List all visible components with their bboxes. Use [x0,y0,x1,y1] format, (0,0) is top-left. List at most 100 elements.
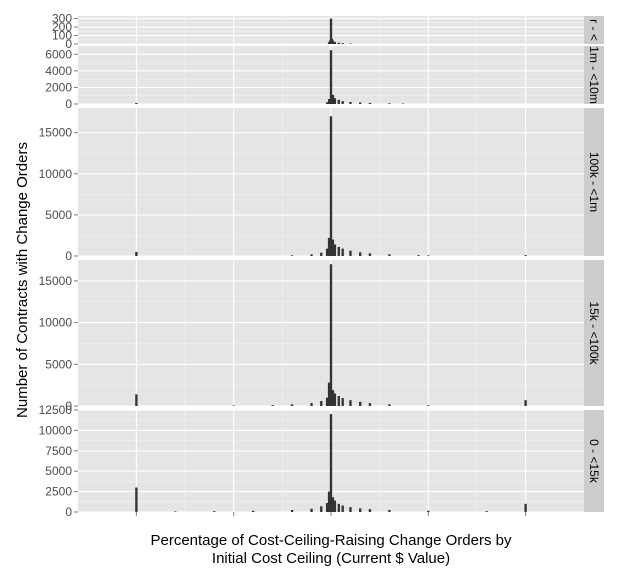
histogram-bar [329,18,333,44]
y-tick-label: 15000 [39,274,73,288]
y-tick-label: 4000 [45,64,72,78]
y-tick-label: 100 [52,29,72,43]
histogram-bar [417,255,420,256]
histogram-bar [341,248,344,256]
facet-strip-label: r - < [587,19,601,41]
histogram-bar [341,101,344,104]
histogram-bar [333,98,337,104]
bars-group [135,50,405,104]
histogram-bar [427,405,430,406]
y-tick-label: 0 [65,97,72,111]
facet-strip-label: 1m - <10m [587,46,601,104]
y-tick-label: 0 [65,505,72,519]
histogram-bar [327,237,331,256]
histogram-bar [359,252,362,256]
histogram-bar [524,255,527,256]
histogram-bar [290,255,294,256]
histogram-bar [388,254,391,256]
histogram-bar [174,511,177,512]
x-axis [135,512,527,516]
facet-strip [584,108,604,256]
facet-strip [584,410,604,512]
histogram-bar [325,248,329,256]
histogram-bar [524,503,527,512]
histogram-bar [341,505,344,512]
histogram-bar [135,103,138,104]
histogram-bar [310,403,313,406]
histogram-bar [271,405,274,406]
y-tick-label: 7500 [45,444,72,458]
histogram-bar [359,102,362,104]
histogram-bar [325,397,329,406]
histogram-bar [427,510,430,512]
y-tick-label: 10000 [39,167,73,181]
histogram-bar [320,252,323,256]
facet-panel: 0 2500 5000 7500 10000 12500 0 - <15k [39,403,604,519]
y-tick-label: 5000 [45,464,72,478]
facet-strip-label: 15k - <100k [587,301,601,365]
histogram-bar [135,394,138,406]
facet-panel: 0 2000 4000 6000 1m - <10m [45,46,604,111]
facet-strip-label: 0 - <15k [587,439,601,484]
bars-group [135,116,527,256]
histogram-bar [401,103,405,104]
bars-group [327,18,352,44]
histogram-bar [290,509,294,512]
histogram-bar [349,250,352,256]
histogram-bar [368,509,372,512]
histogram-bar [329,116,333,256]
histogram-bar [524,400,527,406]
facet-panel: 0 5000 10000 15000 100k - <1m [39,108,604,263]
histogram-bar [388,404,391,406]
histogram-bar [368,253,372,256]
histogram-bar [331,94,335,104]
histogram-bar [331,239,335,256]
y-tick-label: 200 [52,20,72,34]
histogram-bar [341,398,344,406]
histogram-bar [349,43,352,44]
histogram-bar [349,507,352,512]
y-tick-label: 10000 [39,316,73,330]
histogram-bar [485,511,488,512]
histogram-bar [325,102,329,104]
facet-strip [584,16,604,44]
histogram-bar [337,42,340,44]
y-tick-label: 0 [65,37,72,51]
histogram-bar [310,254,313,256]
y-tick-label: 0 [65,399,72,413]
histogram-bar [333,500,337,512]
bars-group [135,414,527,512]
histogram-bar [333,393,337,406]
y-tick-label: 2500 [45,485,72,499]
histogram-bar [329,50,333,104]
histogram-bar [333,244,337,256]
histogram-bar [327,382,331,406]
y-tick-label: 6000 [45,47,72,61]
histogram-bar [331,40,335,44]
histogram-bar [320,400,323,406]
histogram-bar [341,43,344,44]
histogram-bar [310,508,313,512]
facet-strip [584,260,604,406]
histogram-bar [290,404,294,406]
y-tick-label: 0 [65,249,72,263]
histogram-bar [135,487,138,512]
histogram-bar [232,405,235,406]
x-axis-title-line1: Percentage of Cost-Ceiling-Raising Chang… [150,532,512,549]
histogram-bar [320,506,323,512]
histogram-bar [349,101,352,104]
histogram-bar [325,503,329,512]
facet-strip [584,46,604,104]
histogram-bar [333,41,337,44]
histogram-bar [349,400,352,406]
histogram-bar [329,414,333,512]
histogram-bar [327,491,331,512]
histogram-bar [337,99,340,104]
histogram-bar [327,99,331,104]
y-tick-label: 10000 [39,423,73,437]
histogram-bar [337,246,340,256]
